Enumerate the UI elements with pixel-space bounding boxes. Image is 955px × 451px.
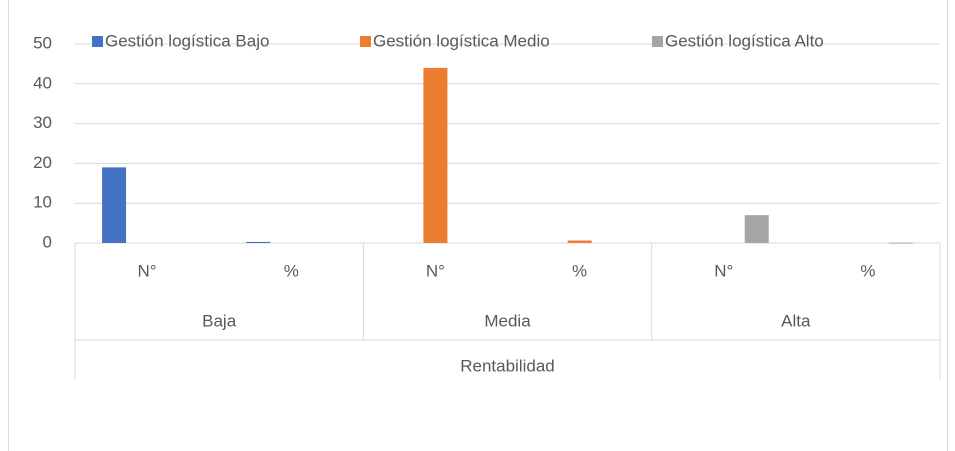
legend-label: Gestión logística Alto	[665, 31, 824, 50]
y-tick-label: 40	[33, 73, 52, 92]
y-tick-label: 50	[33, 33, 52, 52]
legend-label: Gestión logística Bajo	[105, 31, 269, 50]
bar	[102, 167, 127, 243]
x-tick-label: %	[572, 261, 587, 280]
legend-swatch	[652, 36, 663, 47]
x-axis-label: Rentabilidad	[460, 356, 555, 375]
y-tick-label: 0	[43, 232, 52, 251]
group-label: Baja	[202, 311, 237, 330]
group-label: Alta	[781, 311, 811, 330]
y-tick-label: 10	[33, 193, 52, 212]
legend-swatch	[92, 36, 103, 47]
bar	[246, 241, 271, 243]
y-tick-label: 30	[33, 113, 52, 132]
bar	[744, 215, 769, 243]
x-tick-label: N°	[714, 261, 733, 280]
x-tick-label: N°	[426, 261, 445, 280]
y-tick-label: 20	[33, 153, 52, 172]
x-tick-label: %	[860, 261, 875, 280]
bar	[888, 242, 913, 244]
x-tick-label: N°	[138, 261, 157, 280]
bar	[567, 240, 592, 243]
x-tick-label: %	[284, 261, 299, 280]
legend-label: Gestión logística Medio	[373, 31, 550, 50]
chart-border	[8, 0, 948, 451]
legend-swatch	[360, 36, 371, 47]
bar	[423, 67, 448, 243]
group-label: Media	[484, 311, 531, 330]
